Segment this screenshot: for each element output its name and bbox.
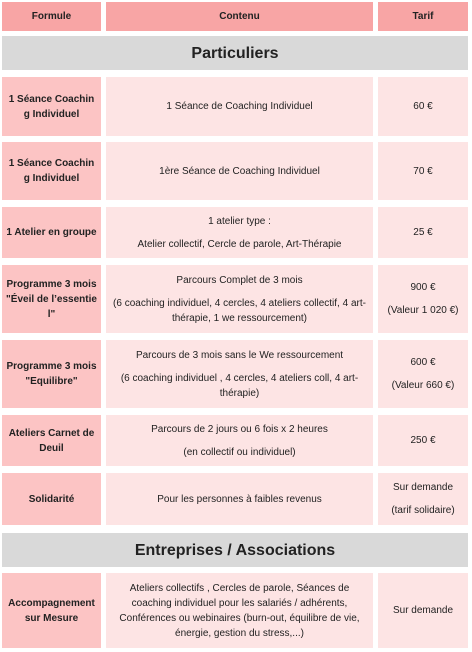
tarif: 900 € [410, 282, 436, 293]
contenu: Parcours de 3 mois sans le We ressourcem… [135, 349, 344, 361]
column-header: Formule [2, 2, 101, 31]
formule: Accompagnement sur Mesure [8, 597, 95, 624]
tarif-cell: 70 € [378, 142, 468, 200]
contenu: (6 coaching individuel , 4 cercles, 4 at… [120, 372, 359, 399]
tarif: 250 € [410, 435, 436, 446]
formule: Solidarité [28, 493, 75, 505]
contenu: 1 atelier type : [208, 215, 271, 227]
formule-cell: Solidarité [2, 473, 101, 525]
contenu-cell: 1ère Séance de Coaching Individuel [106, 142, 373, 200]
tarif: 70 € [413, 165, 433, 177]
formule-cell: Programme 3 mois "Éveil de l’essentiel" [2, 265, 101, 333]
section-title-text: Entreprises / Associations [134, 541, 336, 559]
contenu: Atelier collectif, Cercle de parole, Art… [137, 238, 342, 250]
contenu-cell: Parcours de 2 jours ou 6 fois x 2 heures… [106, 415, 373, 466]
header-text: Contenu [219, 11, 260, 22]
tarif-cell: 900 € (Valeur 1 020 €) [378, 265, 468, 333]
contenu: (en collectif ou individuel) [183, 446, 296, 458]
formule: 1 Séance Coaching Individuel [8, 158, 95, 184]
contenu: 1 Séance de Coaching Individuel [166, 101, 313, 112]
tarif: 600 € [410, 357, 436, 368]
contenu: Parcours de 2 jours ou 6 fois x 2 heures [151, 423, 328, 435]
contenu-cell: Parcours de 3 mois sans le We ressourcem… [106, 340, 373, 408]
formule-cell: 1 Séance Coaching Individuel [2, 142, 101, 200]
formule: 1 Atelier en groupe [6, 227, 97, 238]
column-header: Tarif [378, 2, 468, 31]
contenu-cell: Parcours Complet de 3 mois (6 coaching in… [106, 265, 373, 333]
tarif-cell: Sur demande [378, 573, 468, 648]
contenu-cell: Pour les personnes à faibles revenus [106, 473, 373, 525]
tarif: (Valeur 660 €) [391, 380, 455, 391]
formule: Programme 3 mois "Éveil de l’essentiel" [6, 278, 97, 320]
formule-cell: 1 Atelier en groupe [2, 207, 101, 258]
section-title-text: Particuliers [191, 44, 279, 62]
contenu-cell: 1 atelier type : Atelier collectif, Cercl… [106, 207, 373, 258]
column-header: Contenu [106, 2, 373, 31]
formule-cell: Accompagnement sur Mesure [2, 573, 101, 648]
contenu: Pour les personnes à faibles revenus [157, 493, 322, 505]
tarif: 25 € [413, 227, 433, 238]
tarif: (tarif solidaire) [391, 505, 455, 516]
contenu: Ateliers collectifs , Cercles de parole,… [119, 582, 360, 639]
section-title: Entreprises / Associations [2, 533, 468, 567]
contenu-cell: 1 Séance de Coaching Individuel [106, 77, 373, 136]
tarif-cell: 25 € [378, 207, 468, 258]
formule-cell: Ateliers Carnet de Deuil [2, 415, 101, 466]
tarif: Sur demande [392, 605, 454, 616]
contenu: 1ère Séance de Coaching Individuel [159, 165, 320, 177]
section-title: Particuliers [2, 36, 468, 70]
header-text: Tarif [412, 11, 434, 22]
contenu: Parcours Complet de 3 mois [176, 274, 303, 286]
formule: 1 Séance Coaching Individuel [8, 93, 95, 120]
formule: Ateliers Carnet de Deuil [8, 427, 95, 454]
tarif-cell: 60 € [378, 77, 468, 136]
contenu: (6 coaching individuel, 4 cercles, 4 ate… [113, 297, 366, 324]
tarif-cell: 250 € [378, 415, 468, 466]
formule-cell: Programme 3 mois "Equilibre" [2, 340, 101, 408]
tarif: (Valeur 1 020 €) [387, 305, 459, 316]
tarif-cell: 600 € (Valeur 660 €) [378, 340, 468, 408]
formule: Programme 3 mois "Equilibre" [6, 361, 97, 387]
formule-cell: 1 Séance Coaching Individuel [2, 77, 101, 136]
tarif: Sur demande [392, 482, 454, 493]
tarif-cell: Sur demande (tarif solidaire) [378, 473, 468, 525]
tarif: 60 € [413, 101, 433, 112]
contenu-cell: Ateliers collectifs , Cercles de parole,… [106, 573, 373, 648]
header-text: Formule [31, 11, 72, 22]
